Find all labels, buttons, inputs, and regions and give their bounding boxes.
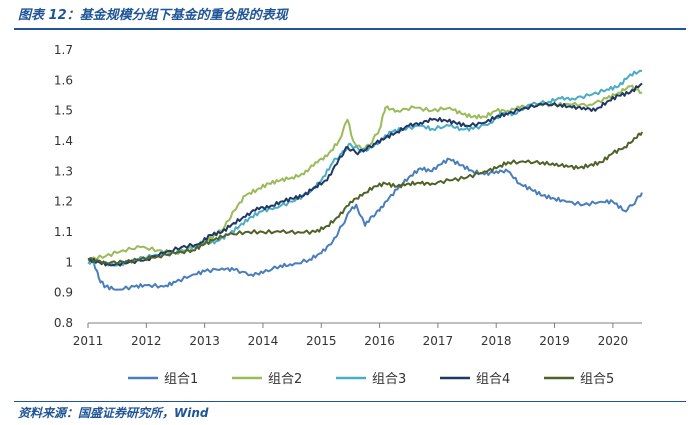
x-tick-label: 2011 — [73, 334, 104, 348]
y-tick-label: 1.2 — [54, 195, 73, 209]
legend: 组合1 组合2 组合3 组合4 组合5 — [128, 372, 614, 387]
source-divider — [14, 401, 686, 402]
y-tick-label: 1.5 — [54, 104, 73, 118]
chart-title: 图表 12：基金规模分组下基金的重仓股的表现 — [18, 8, 288, 23]
series-line-5 — [87, 131, 643, 265]
series-lines — [87, 69, 643, 291]
legend-label-3: 组合3 — [372, 372, 406, 387]
x-tick-label: 2019 — [539, 334, 570, 348]
x-tick-label: 2020 — [598, 334, 629, 348]
y-axis: 0.8 0.9 1 1.1 1.2 1.3 1.4 1.5 1.6 1.7 — [54, 43, 73, 330]
source-note: 资料来源：国盛证券研究所，Wind — [18, 406, 209, 420]
legend-label-1: 组合1 — [164, 372, 198, 387]
y-tick-label: 0.9 — [54, 286, 73, 300]
y-tick-label: 1.3 — [54, 164, 73, 178]
y-tick-label: 1.1 — [54, 225, 73, 239]
series-line-1 — [87, 157, 643, 291]
x-tick-label: 2017 — [423, 334, 454, 348]
x-tick-label: 2012 — [131, 334, 162, 348]
y-tick-label: 1.6 — [54, 73, 73, 87]
x-axis: 2011 2012 2013 2014 2015 2016 2017 2018 2019 2020 — [73, 322, 642, 348]
series-line-3 — [87, 69, 643, 267]
x-tick-label: 2015 — [306, 334, 337, 348]
y-tick-label: 0.8 — [54, 316, 73, 330]
x-tick-label: 2018 — [481, 334, 512, 348]
legend-label-4: 组合4 — [476, 372, 510, 387]
y-tick-label: 1 — [65, 255, 73, 269]
x-tick-label: 2013 — [189, 334, 220, 348]
legend-label-5: 组合5 — [580, 372, 614, 387]
title-divider — [14, 28, 686, 30]
series-line-4 — [87, 82, 643, 267]
x-tick-label: 2016 — [364, 334, 395, 348]
y-tick-label: 1.4 — [54, 134, 73, 148]
legend-label-2: 组合2 — [268, 372, 302, 387]
series-line-2 — [87, 84, 643, 261]
y-tick-label: 1.7 — [54, 43, 73, 57]
x-tick-label: 2014 — [248, 334, 279, 348]
